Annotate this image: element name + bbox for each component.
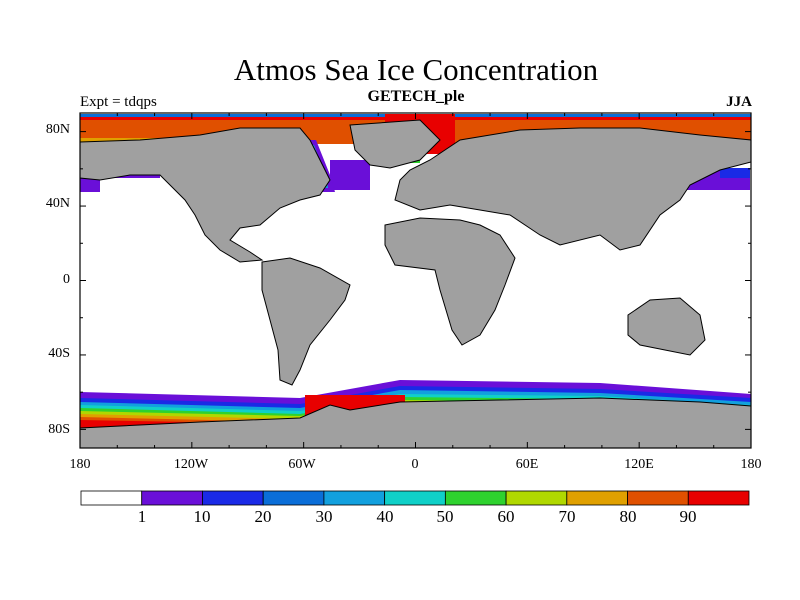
colorbar-box bbox=[202, 490, 264, 506]
greenland bbox=[349, 119, 441, 169]
axis-ticks bbox=[79, 113, 752, 448]
map-subtitle: GETECH_ple bbox=[367, 88, 465, 105]
colorbar bbox=[80, 490, 750, 506]
lat-label-eq: 0 bbox=[63, 272, 70, 287]
lat-label-40n: 40N bbox=[45, 196, 70, 211]
colorbar-box bbox=[444, 490, 507, 506]
colorbar-box bbox=[262, 490, 325, 506]
africa bbox=[384, 217, 516, 346]
lon-label-120w: 120W bbox=[173, 457, 209, 472]
colorbar-label-10: 10 bbox=[193, 507, 211, 526]
colorbar-box bbox=[141, 490, 203, 506]
lon-label-180w: 180 bbox=[69, 457, 91, 472]
colorbar-box bbox=[566, 490, 628, 506]
colorbar-label-40: 40 bbox=[376, 507, 394, 526]
eurasia bbox=[394, 127, 752, 251]
colorbar-box bbox=[384, 490, 446, 506]
lon-label-0: 0 bbox=[411, 457, 419, 472]
colorbar-box bbox=[505, 490, 568, 506]
colorbar-box bbox=[80, 490, 143, 506]
lat-label-80s: 80S bbox=[48, 422, 70, 437]
colorbar-label-90: 90 bbox=[679, 507, 697, 526]
lon-label-180e: 180 bbox=[740, 457, 762, 472]
lat-label-80n: 80N bbox=[45, 122, 70, 137]
lon-label-120e: 120E bbox=[624, 457, 654, 472]
colorbar-label-1: 1 bbox=[137, 507, 147, 526]
lon-label-60w: 60W bbox=[288, 457, 316, 472]
colorbar-label-60: 60 bbox=[497, 507, 515, 526]
lon-label-60e: 60E bbox=[515, 457, 539, 472]
map-title: Atmos Sea Ice Concentration bbox=[233, 52, 599, 87]
colorbar-box bbox=[627, 490, 689, 506]
australia bbox=[627, 297, 706, 356]
season-label: JJA bbox=[726, 94, 752, 110]
experiment-label: Expt = tdqps bbox=[80, 94, 157, 110]
north-america bbox=[79, 127, 331, 263]
land-masses bbox=[79, 119, 752, 449]
colorbar-box bbox=[687, 490, 750, 506]
colorbar-box bbox=[323, 490, 386, 506]
colorbar-label-20: 20 bbox=[254, 507, 272, 526]
colorbar-label-50: 50 bbox=[436, 507, 454, 526]
colorbar-label-70: 70 bbox=[558, 507, 576, 526]
colorbar-label-80: 80 bbox=[619, 507, 637, 526]
south-america bbox=[261, 257, 351, 386]
colorbar-label-30: 30 bbox=[315, 507, 333, 526]
lat-label-40s: 40S bbox=[48, 346, 70, 361]
